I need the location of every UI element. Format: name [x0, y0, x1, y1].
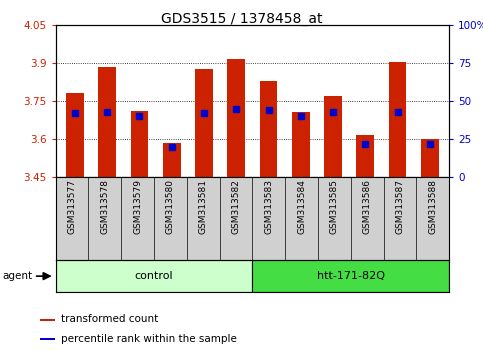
Bar: [130, 111, 148, 177]
Text: percentile rank within the sample: percentile rank within the sample: [61, 333, 237, 344]
Bar: [260, 81, 277, 177]
Text: GSM313585: GSM313585: [330, 179, 339, 234]
Text: transformed count: transformed count: [61, 314, 158, 325]
Bar: [227, 59, 245, 177]
Text: GSM313578: GSM313578: [100, 179, 109, 234]
Text: GSM313579: GSM313579: [133, 179, 142, 234]
Bar: [292, 112, 310, 177]
Bar: [356, 135, 374, 177]
Bar: [40, 319, 55, 321]
Bar: [389, 62, 406, 177]
Text: GSM313582: GSM313582: [231, 179, 241, 234]
Bar: [163, 143, 181, 177]
Text: GDS3515 / 1378458_at: GDS3515 / 1378458_at: [161, 12, 322, 27]
Text: GSM313580: GSM313580: [166, 179, 175, 234]
Bar: [195, 69, 213, 177]
Bar: [99, 67, 116, 177]
Bar: [40, 338, 55, 340]
Text: GSM313577: GSM313577: [68, 179, 76, 234]
Bar: [252, 260, 449, 292]
Bar: [324, 96, 342, 177]
Text: GSM313588: GSM313588: [428, 179, 437, 234]
Text: GSM313584: GSM313584: [297, 179, 306, 234]
Bar: [56, 260, 252, 292]
Text: GSM313581: GSM313581: [199, 179, 208, 234]
Text: htt-171-82Q: htt-171-82Q: [317, 271, 385, 281]
Bar: [421, 139, 439, 177]
Text: GSM313587: GSM313587: [396, 179, 404, 234]
Text: control: control: [135, 271, 173, 281]
Text: GSM313583: GSM313583: [264, 179, 273, 234]
Text: GSM313586: GSM313586: [363, 179, 372, 234]
Bar: [66, 93, 84, 177]
Text: agent: agent: [2, 271, 32, 281]
